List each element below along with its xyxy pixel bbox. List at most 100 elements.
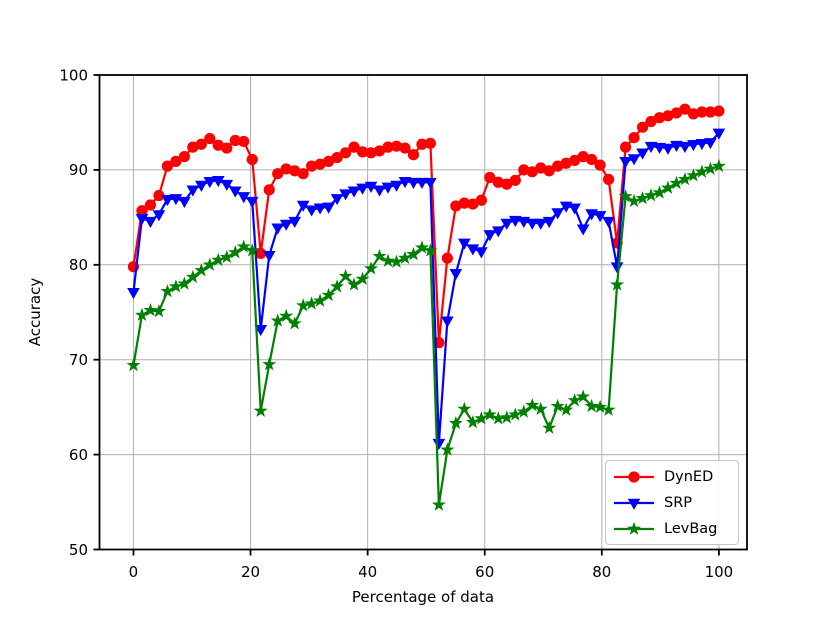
star-marker <box>364 261 378 275</box>
circle-marker <box>314 158 326 170</box>
circle-marker <box>628 471 640 483</box>
triangle-down-marker <box>653 142 666 154</box>
triangle-down-marker <box>339 189 352 201</box>
circle-marker <box>543 165 555 177</box>
triangle-down-marker <box>508 215 522 227</box>
star-marker <box>457 401 472 415</box>
triangle-down-marker <box>220 179 234 191</box>
x-tick-label: 40 <box>358 563 377 581</box>
circle-marker <box>467 198 479 210</box>
star-marker <box>296 298 311 312</box>
star-marker <box>135 307 149 321</box>
series-layer <box>126 103 726 511</box>
triangle-down-marker <box>373 185 386 197</box>
circle-marker <box>484 171 496 184</box>
triangle-down-marker <box>568 203 581 215</box>
star-marker <box>313 293 328 307</box>
legend-label-levbag: LevBag <box>664 521 718 537</box>
triangle-down-marker <box>636 148 649 160</box>
star-marker <box>398 250 412 265</box>
triangle-down-marker <box>254 325 268 337</box>
circle-marker <box>518 164 530 176</box>
series-dyned <box>127 103 725 349</box>
legend: DynED SRP LevBag <box>605 460 739 545</box>
triangle-down-marker <box>195 180 208 192</box>
circle-marker <box>289 165 301 177</box>
star-marker <box>406 247 421 261</box>
circle-marker <box>704 106 717 118</box>
star-marker <box>694 164 709 178</box>
circle-marker <box>178 151 190 163</box>
triangle-down-marker <box>228 186 242 198</box>
triangle-down-marker <box>644 141 658 153</box>
circle-marker <box>594 159 606 171</box>
circle-marker <box>645 115 657 128</box>
circle-marker <box>161 160 174 172</box>
circle-marker <box>229 134 241 147</box>
star-marker <box>559 402 574 416</box>
star-marker <box>219 249 234 264</box>
star-marker <box>262 357 277 371</box>
triangle-down-marker <box>449 269 463 281</box>
triangle-down-marker <box>670 140 683 153</box>
triangle-down-marker <box>593 211 607 223</box>
triangle-down-marker <box>203 176 217 189</box>
y-tick-label: 60 <box>69 446 88 464</box>
circle-marker <box>569 154 581 167</box>
star-marker <box>601 402 616 416</box>
circle-marker <box>501 178 513 190</box>
star-marker <box>253 403 268 417</box>
star-marker <box>304 296 319 310</box>
circle-marker <box>603 173 615 185</box>
circle-marker <box>670 107 683 119</box>
star-marker <box>389 254 404 268</box>
series-levbag <box>126 158 726 511</box>
legend-item-srp: SRP <box>612 490 738 516</box>
star-marker <box>499 410 514 424</box>
triangle-down-marker <box>551 208 564 220</box>
triangle-down-marker <box>492 226 505 238</box>
circle-marker <box>628 132 640 144</box>
y-tick-label: 90 <box>69 161 88 179</box>
circle-marker <box>246 153 258 166</box>
circle-marker <box>441 252 453 264</box>
circle-marker <box>263 184 275 196</box>
triangle-down-marker <box>390 180 403 192</box>
star-marker <box>143 303 158 317</box>
star-marker <box>686 168 701 182</box>
star-marker <box>381 253 395 267</box>
legend-label-srp: SRP <box>664 495 693 511</box>
triangle-down-marker <box>627 498 641 510</box>
circle-marker <box>662 110 674 122</box>
triangle-down-marker <box>356 183 369 195</box>
star-marker <box>330 279 345 293</box>
star-marker <box>211 252 226 266</box>
star-marker <box>550 398 565 413</box>
circle-marker <box>373 145 386 157</box>
triangle-down-marker <box>475 247 488 259</box>
legend-sample-srp-icon <box>614 498 654 510</box>
triangle-down-marker <box>398 176 412 189</box>
triangle-down-marker <box>169 194 183 206</box>
star-marker <box>126 358 141 372</box>
triangle-down-marker <box>144 216 157 228</box>
x-tick-label: 60 <box>475 563 494 581</box>
circle-marker <box>636 121 649 133</box>
circle-marker <box>390 140 403 152</box>
triangle-down-marker <box>441 316 454 328</box>
triangle-down-marker <box>364 181 378 193</box>
star-marker <box>644 188 658 202</box>
circle-marker <box>713 105 725 117</box>
triangle-down-marker <box>627 154 641 166</box>
circle-marker <box>382 141 394 153</box>
circle-marker <box>195 138 207 150</box>
star-marker <box>415 240 429 254</box>
star-marker <box>678 172 692 186</box>
star-marker <box>440 442 455 456</box>
star-marker <box>160 284 175 298</box>
circle-marker <box>272 168 284 180</box>
circle-marker <box>535 162 547 174</box>
star-marker <box>372 248 387 263</box>
triangle-down-marker <box>602 216 615 228</box>
star-marker <box>576 389 591 403</box>
